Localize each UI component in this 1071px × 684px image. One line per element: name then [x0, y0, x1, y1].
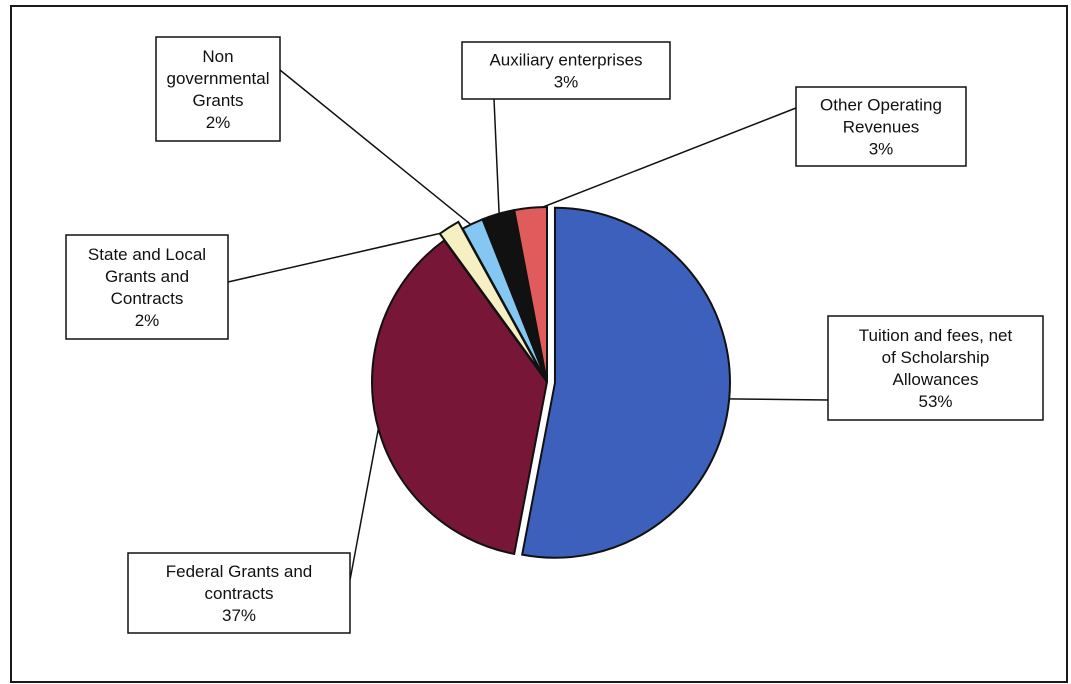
category-label: Non — [202, 47, 233, 66]
percent-label: 2% — [206, 113, 231, 132]
category-label: Contracts — [111, 289, 184, 308]
slice-label: Non governmental Grants 2% — [155, 36, 281, 142]
category-label: contracts — [205, 584, 274, 603]
slice-label: Federal Grants and contracts 37% — [127, 552, 351, 634]
pie-slice-tuition-and-fees-net-of-scholarship-allowances — [521, 206, 731, 559]
percent-label: 37% — [222, 606, 256, 625]
leader-line — [530, 107, 797, 213]
category-label: Revenues — [843, 118, 920, 137]
percent-label: 53% — [918, 392, 952, 411]
pie-slice-other-operating-revenues — [513, 205, 548, 383]
percent-label: 3% — [554, 73, 579, 92]
label-box — [65, 234, 229, 340]
leader-line — [279, 69, 475, 228]
category-label: Grants and — [105, 267, 189, 286]
percent-label: 2% — [135, 311, 160, 330]
slice-labels: Tuition and fees, net of Scholarship Allow… — [65, 36, 1044, 634]
category-label: Other Operating — [820, 96, 942, 115]
slice-label: Auxiliary enterprises 3% — [461, 41, 671, 100]
label-box — [827, 315, 1044, 421]
leader-line — [725, 398, 829, 401]
pie-slice-federal-grants-and-contracts — [371, 239, 549, 556]
label-box — [127, 552, 351, 634]
label-box — [461, 41, 671, 100]
leader-line — [227, 230, 452, 283]
slice-label: Other Operating Revenues 3% — [795, 86, 967, 167]
slice-label: State and Local Grants and Contracts 2% — [65, 234, 229, 340]
category-label: Grants — [192, 91, 243, 110]
slice-label: Tuition and fees, net of Scholarship Allow… — [827, 315, 1044, 421]
pie-slice-state-and-local-grants-and-contracts — [438, 220, 544, 376]
label-box — [155, 36, 281, 142]
category-label: Tuition and fees, net — [859, 326, 1013, 345]
category-label: of Scholarship — [882, 348, 990, 367]
category-label: Federal Grants and — [166, 562, 312, 581]
percent-label: 3% — [869, 140, 894, 159]
label-box — [795, 86, 967, 167]
category-label: governmental — [166, 69, 269, 88]
chart-frame — [10, 5, 1068, 683]
category-label: Auxiliary enterprises — [489, 51, 642, 70]
leader-lines — [227, 69, 829, 581]
leader-line — [349, 419, 381, 581]
category-label: Allowances — [893, 370, 979, 389]
category-label: State and Local — [88, 245, 206, 264]
leader-line — [493, 98, 501, 218]
pie-slices — [371, 205, 731, 559]
